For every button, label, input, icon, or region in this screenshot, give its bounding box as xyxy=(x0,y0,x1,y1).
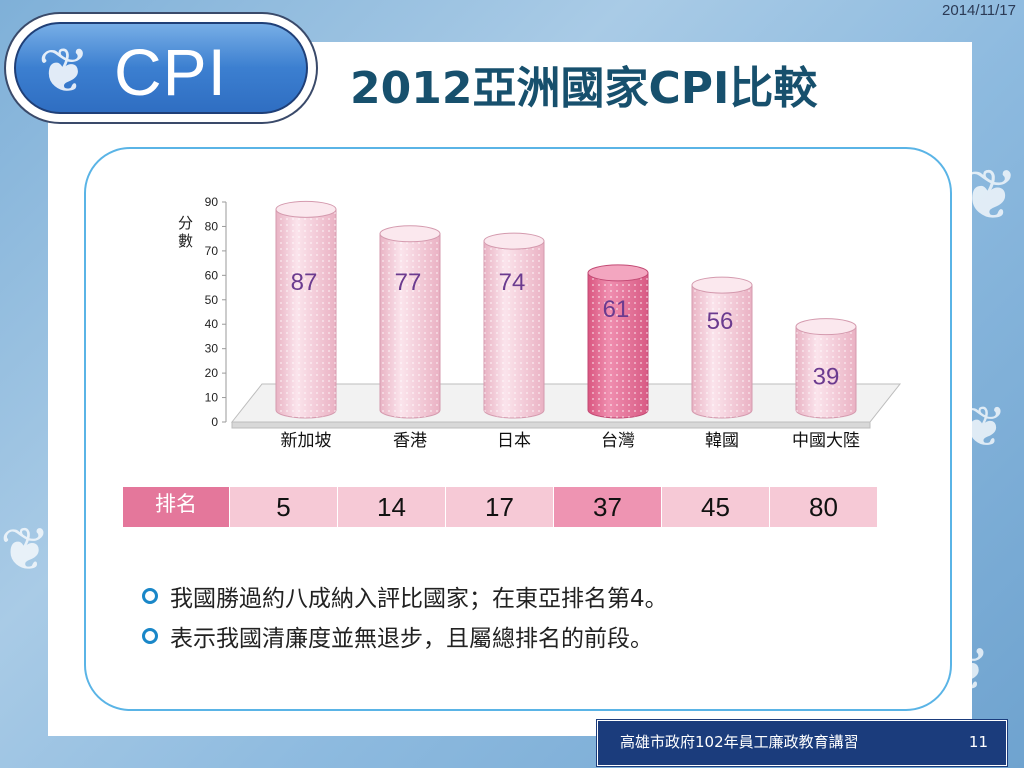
bar-value-label: 74 xyxy=(499,269,526,296)
bar-value-label: 39 xyxy=(813,364,840,391)
rank-cell: 17 xyxy=(445,486,554,528)
y-tick-label: 20 xyxy=(205,366,219,380)
bar-texture xyxy=(484,241,544,418)
rank-table-label: 排名 xyxy=(122,486,230,528)
page-title: 2012亞洲國家CPI比較 xyxy=(350,63,818,114)
x-tick-label: 新加坡 xyxy=(281,431,332,451)
ring-bullet-icon xyxy=(142,628,158,644)
bar-3 xyxy=(587,264,649,419)
bullet-item: 我國勝過約八成納入評比國家；在東亞排名第4。 xyxy=(142,576,668,616)
y-tick-label: 40 xyxy=(205,317,219,331)
cpi-logo: ❦ CPI xyxy=(6,14,316,122)
bar-4 xyxy=(691,276,753,419)
bullet-text: 我國勝過約八成納入評比國家；在東亞排名第4。 xyxy=(170,586,668,612)
x-tick-label: 香港 xyxy=(393,431,427,451)
butterfly-icon: ❦ xyxy=(38,34,90,107)
bullet-text: 表示我國清廉度並無退步，且屬總排名的前段。 xyxy=(170,626,653,652)
bar-top xyxy=(275,200,337,218)
bar-5 xyxy=(795,318,857,419)
bar-top xyxy=(691,276,753,294)
bar-value-label: 87 xyxy=(291,269,318,296)
bar-top xyxy=(379,225,441,243)
y-tick-label: 60 xyxy=(205,268,219,282)
y-tick-label: 10 xyxy=(205,391,219,405)
y-tick-label: 50 xyxy=(205,293,219,307)
logo-text: CPI xyxy=(114,35,228,109)
ring-bullet-icon xyxy=(142,588,158,604)
rank-cell: 45 xyxy=(661,486,770,528)
bullet-list: 我國勝過約八成納入評比國家；在東亞排名第4。 表示我國清廉度並無退步，且屬總排名… xyxy=(142,576,668,656)
x-tick-label: 台灣 xyxy=(601,431,635,451)
x-tick-label: 韓國 xyxy=(705,431,739,451)
bar-2 xyxy=(483,232,545,419)
chart-floor-edge xyxy=(231,421,871,429)
butterfly-icon: ❦ xyxy=(0,515,51,585)
bar-texture xyxy=(796,326,856,418)
bar-texture xyxy=(588,272,648,418)
bar-texture xyxy=(380,233,440,418)
y-axis-label: 分數 xyxy=(178,214,193,250)
bullet-item: 表示我國清廉度並無退步，且屬總排名的前段。 xyxy=(142,616,668,656)
bar-value-label: 77 xyxy=(395,269,422,296)
logo-badge: ❦ CPI xyxy=(14,22,308,114)
rank-cell: 14 xyxy=(337,486,446,528)
rank-cell: 80 xyxy=(769,486,878,528)
rank-cell: 5 xyxy=(229,486,338,528)
bar-0 xyxy=(275,200,337,419)
slide-date: 2014/11/17 xyxy=(942,2,1016,19)
x-tick-label: 日本 xyxy=(497,431,531,451)
footer-text: 高雄市政府102年員工廉政教育講習 xyxy=(620,733,859,751)
bar-top xyxy=(795,318,857,336)
y-tick-label: 70 xyxy=(205,244,219,258)
y-tick-label: 0 xyxy=(211,415,218,429)
bar-texture xyxy=(692,285,752,418)
y-tick-label: 80 xyxy=(205,219,219,233)
footer-bar: 高雄市政府102年員工廉政教育講習 11 xyxy=(596,719,1008,767)
bar-value-label: 61 xyxy=(603,296,630,323)
bar-top xyxy=(587,264,649,282)
bar-value-label: 56 xyxy=(707,308,734,335)
bar-top xyxy=(483,232,545,250)
bar-1 xyxy=(379,225,441,419)
x-tick-label: 中國大陸 xyxy=(792,431,860,451)
bar-texture xyxy=(276,209,336,418)
y-tick-label: 90 xyxy=(205,195,219,209)
cpi-bar-chart: 0 10 20 30 40 50 60 70 80 90 87 77 74 61 56 39 新加坡 香港 日本… xyxy=(178,195,902,451)
rank-cell-highlight: 37 xyxy=(553,486,662,528)
rank-table: 排名 5 14 17 37 45 80 xyxy=(122,486,878,528)
page-number: 11 xyxy=(968,733,988,751)
y-tick-label: 30 xyxy=(205,342,219,356)
